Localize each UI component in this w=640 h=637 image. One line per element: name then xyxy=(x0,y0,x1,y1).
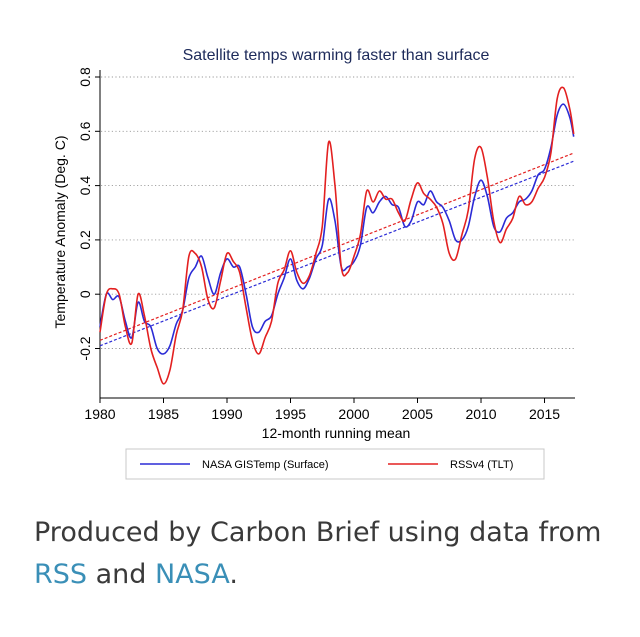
caption-text-3: . xyxy=(229,559,238,590)
trend-lines xyxy=(99,152,574,347)
caption: Produced by Carbon Brief using data from… xyxy=(34,512,624,596)
legend-label-nasa: NASA GISTemp (Surface) xyxy=(202,459,329,471)
x-tick-label: 2000 xyxy=(338,406,369,422)
grid xyxy=(101,76,575,349)
x-axis-label: 12-month running mean xyxy=(262,425,411,441)
series-lines xyxy=(99,86,575,385)
x-tick-label: 1985 xyxy=(148,406,179,422)
chart: Satellite temps warming faster than surf… xyxy=(52,47,575,480)
trend-line-0 xyxy=(99,160,574,347)
y-tick-label: 0.2 xyxy=(77,230,93,250)
x-tick-label: 1995 xyxy=(275,406,306,422)
y-axis-label: Temperature Anomaly (Deg. C) xyxy=(52,136,68,329)
legend: NASA GISTemp (Surface) RSSv4 (TLT) xyxy=(125,448,545,480)
rss-link[interactable]: RSS xyxy=(34,559,88,590)
series-line-nasa-gistemp xyxy=(99,103,575,355)
x-tick-label: 2005 xyxy=(402,406,433,422)
legend-box xyxy=(125,448,545,480)
y-tick-label: 0 xyxy=(77,290,93,298)
chart-svg: Satellite temps warming faster than surf… xyxy=(52,47,575,480)
y-tick-label: 0.6 xyxy=(77,121,93,141)
caption-text-1: Produced by Carbon Brief using data from xyxy=(34,517,602,548)
legend-label-rss: RSSv4 (TLT) xyxy=(450,459,513,471)
x-tick-label: 1980 xyxy=(84,406,115,422)
chart-title: Satellite temps warming faster than surf… xyxy=(183,47,490,64)
y-tick-label: -0.2 xyxy=(77,336,93,360)
x-tick-label: 2015 xyxy=(529,406,560,422)
axes: -0.2 0 0.2 0.4 0.6 0.8 1980 1985 1990 1995 2000 200… xyxy=(77,67,575,422)
nasa-link[interactable]: NASA xyxy=(155,559,230,590)
x-tick-label: 1990 xyxy=(211,406,242,422)
trend-line-1 xyxy=(99,152,574,341)
series-line-rssv4 xyxy=(99,86,575,385)
y-tick-label: 0.8 xyxy=(77,67,93,87)
caption-text-2: and xyxy=(87,559,156,590)
x-tick-label: 2010 xyxy=(465,406,496,422)
y-tick-label: 0.4 xyxy=(77,176,93,196)
